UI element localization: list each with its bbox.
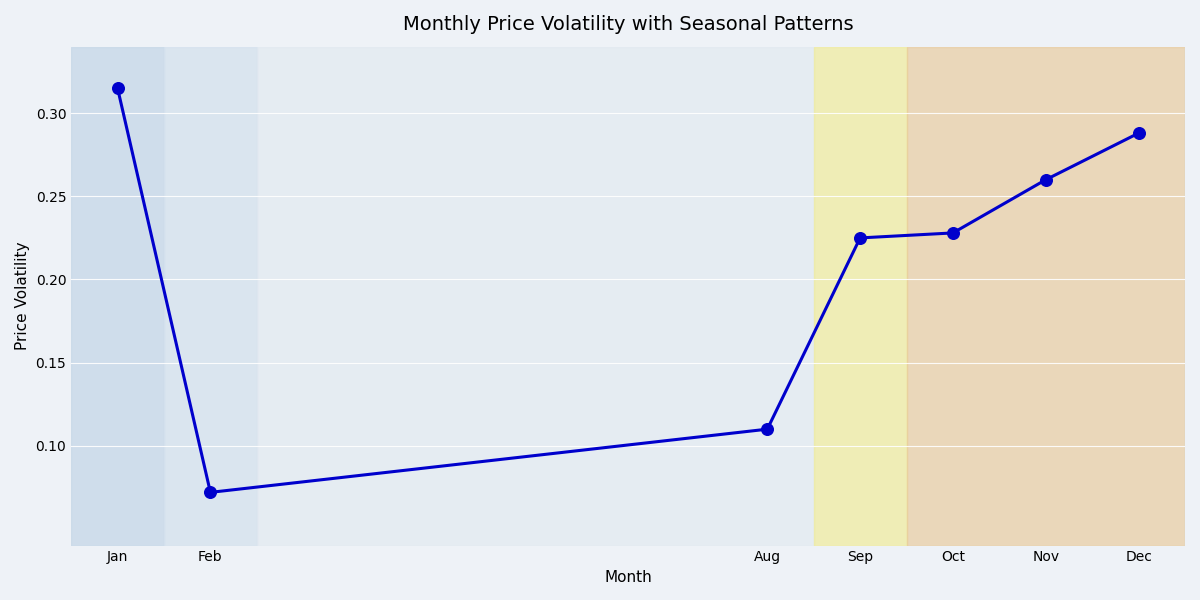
- Y-axis label: Price Volatility: Price Volatility: [14, 242, 30, 350]
- Point: [1036, 175, 1055, 185]
- Point: [851, 233, 870, 243]
- Bar: [164, 47, 257, 545]
- Title: Monthly Price Volatility with Seasonal Patterns: Monthly Price Volatility with Seasonal P…: [403, 15, 853, 34]
- Point: [757, 424, 776, 434]
- Bar: [814, 47, 906, 545]
- Bar: [71, 47, 164, 545]
- Point: [108, 83, 127, 93]
- Bar: [906, 47, 1184, 545]
- Point: [200, 488, 220, 497]
- Point: [943, 228, 962, 238]
- Bar: [1184, 47, 1200, 545]
- Point: [1129, 128, 1148, 138]
- Bar: [257, 47, 814, 545]
- X-axis label: Month: Month: [605, 570, 652, 585]
